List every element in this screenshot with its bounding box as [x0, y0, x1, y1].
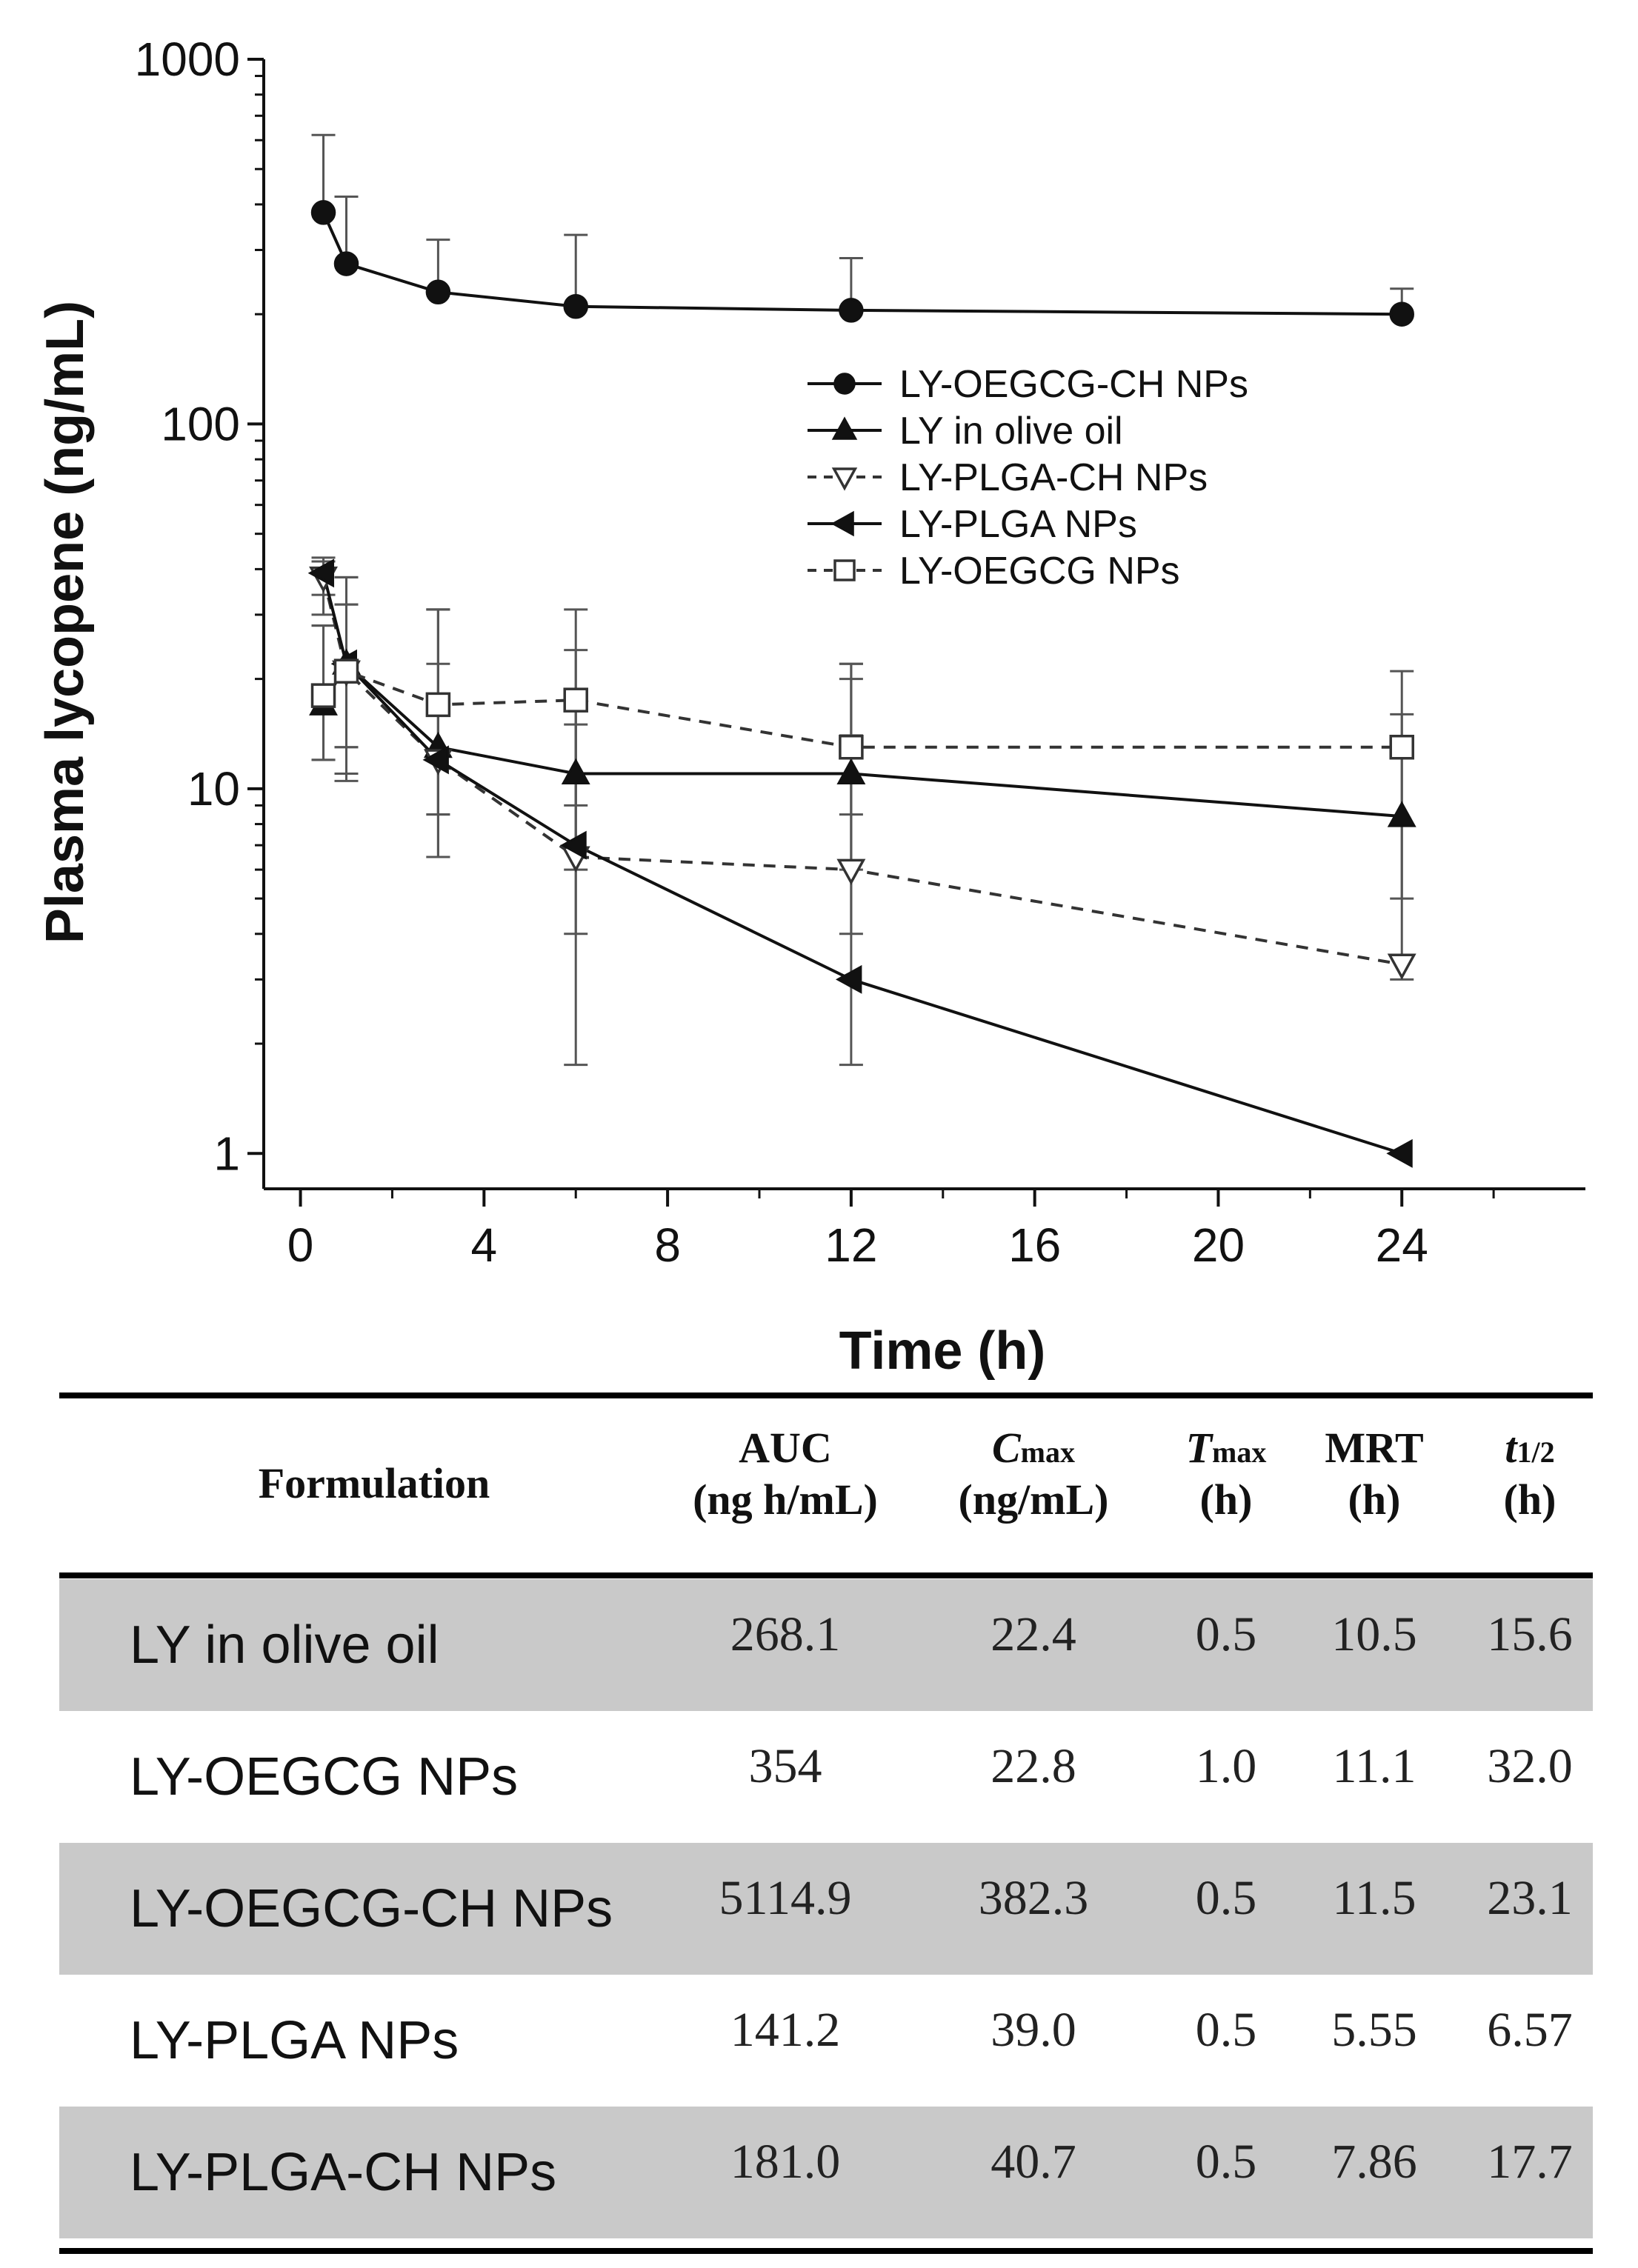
legend-label-ly-plga-ch-nps: LY-PLGA-CH NPs	[899, 456, 1208, 499]
table-row: LY-PLGA-CH NPs 181.0 40.7 0.5 7.86 17.7	[59, 2107, 1593, 2238]
tmax-value: 0.5	[1195, 2135, 1257, 2189]
data-point-ly-in-olive-oil	[836, 758, 866, 784]
mrt-value: 11.5	[1332, 1871, 1416, 1925]
auc-value: 268.1	[730, 1607, 841, 1661]
mrt-value: 11.1	[1332, 1739, 1416, 1793]
mrt-value: 5.55	[1331, 2003, 1417, 2057]
thalf-value: 32.0	[1487, 1739, 1573, 1793]
formulation-name: LY in olive oil	[130, 1615, 439, 1675]
table-header-rule	[59, 1572, 1593, 1578]
legend-marker-ly-oegcg-nps	[833, 559, 856, 581]
header-thalf: t1/2 (h)	[1503, 1424, 1557, 1524]
thalf-value: 6.57	[1487, 2003, 1573, 2057]
table-bottom-rule	[59, 2248, 1593, 2254]
tmax-value: 1.0	[1195, 1739, 1257, 1793]
y-tick-label: 1000	[135, 33, 240, 86]
data-point-ly-oegcg-ch-nps	[310, 200, 336, 225]
x-tick-label: 12	[825, 1218, 877, 1272]
thalf-value: 23.1	[1487, 1871, 1573, 1925]
cmax-value: 22.8	[991, 1739, 1076, 1793]
data-point-ly-oegcg-nps	[310, 683, 336, 708]
header-mrt: MRT (h)	[1325, 1424, 1424, 1524]
formulation-name: LY-PLGA NPs	[130, 2011, 459, 2070]
x-tick-label: 8	[654, 1218, 681, 1272]
data-point-ly-oegcg-nps	[563, 687, 588, 713]
legend-marker-ly-in-olive-oil	[831, 416, 858, 440]
x-axis-title: Time (h)	[839, 1321, 1046, 1381]
data-point-ly-oegcg-ch-nps	[333, 251, 359, 276]
header-auc: AUC (ng h/mL)	[693, 1424, 878, 1524]
header-cmax: Cmax (ng/mL)	[958, 1424, 1109, 1524]
table-row: LY-OEGCG NPs 354 22.8 1.0 11.1 32.0	[59, 1711, 1593, 1843]
header-formulation: Formulation	[258, 1459, 490, 1507]
x-tick-label: 20	[1192, 1218, 1245, 1272]
data-point-ly-oegcg-ch-nps	[563, 294, 588, 319]
x-tick-label: 16	[1008, 1218, 1061, 1272]
header-tmax: Tmax (h)	[1185, 1424, 1267, 1524]
table-row: LY-PLGA NPs 141.2 39.0 0.5 5.55 6.57	[59, 1975, 1593, 2107]
data-point-ly-plga-nps	[1386, 1138, 1413, 1168]
table-top-rule	[59, 1393, 1593, 1398]
legend-label-ly-in-olive-oil: LY in olive oil	[899, 410, 1123, 453]
data-point-ly-oegcg-nps	[1389, 734, 1414, 760]
y-axis-title: Plasma lycopene (ng/mL)	[36, 301, 95, 944]
formulation-name: LY-PLGA-CH NPs	[130, 2143, 557, 2202]
data-point-ly-plga-nps	[307, 558, 335, 588]
legend-label-ly-oegcg-ch-nps: LY-OEGCG-CH NPs	[899, 363, 1248, 406]
pk-chart: 1 10 100 1000 0 4 8 12 16 20 24 LY-OEGCG-CH NPsLY …	[36, 33, 1585, 1381]
mrt-value: 10.5	[1331, 1607, 1417, 1661]
series-line-ly-plga-nps	[322, 573, 1402, 1155]
table-row: LY-OEGCG-CH NPs 5114.9 382.3 0.5 11.5 23…	[59, 1843, 1593, 1975]
data-point-ly-in-olive-oil	[561, 758, 590, 784]
legend-label-ly-plga-nps: LY-PLGA NPs	[899, 503, 1137, 546]
auc-value: 5114.9	[719, 1871, 852, 1925]
y-tick-label: 100	[161, 397, 240, 450]
thalf-value: 17.7	[1487, 2135, 1573, 2189]
thalf-value: 15.6	[1487, 1607, 1573, 1661]
data-point-ly-plga-ch-nps	[1387, 953, 1416, 980]
auc-value: 354	[748, 1739, 822, 1793]
x-tick-label: 24	[1376, 1218, 1428, 1272]
data-point-ly-oegcg-nps	[333, 658, 359, 684]
data-point-ly-plga-nps	[836, 964, 862, 994]
table-row: LY in olive oil 268.1 22.4 0.5 10.5 15.6	[59, 1579, 1593, 1711]
x-tick-label: 0	[287, 1218, 314, 1272]
tmax-value: 0.5	[1195, 1871, 1257, 1925]
legend-marker-ly-oegcg-ch-nps	[833, 373, 856, 395]
cmax-value: 39.0	[991, 2003, 1076, 2057]
data-point-ly-plga-nps	[422, 745, 449, 775]
data-point-ly-plga-ch-nps	[836, 858, 866, 885]
cmax-value: 22.4	[991, 1607, 1076, 1661]
formulation-name: LY-OEGCG-CH NPs	[130, 1879, 613, 1938]
cmax-value: 40.7	[991, 2135, 1076, 2189]
auc-value: 141.2	[730, 2003, 841, 2057]
data-point-ly-oegcg-ch-nps	[425, 279, 451, 305]
chart-axes: 1 10 100 1000 0 4 8 12 16 20 24	[135, 33, 1585, 1272]
auc-value: 181.0	[730, 2135, 841, 2189]
cmax-value: 382.3	[978, 1871, 1089, 1925]
mrt-value: 7.86	[1331, 2135, 1417, 2189]
data-point-ly-oegcg-ch-nps	[1389, 301, 1414, 327]
legend-label-ly-oegcg-nps: LY-OEGCG NPs	[899, 550, 1180, 593]
series-lines	[322, 212, 1402, 1155]
series-line-ly-oegcg-ch-nps	[322, 212, 1402, 316]
legend-marker-ly-plga-ch-nps	[831, 467, 858, 491]
y-tick-label: 1	[213, 1127, 240, 1180]
data-point-ly-in-olive-oil	[1387, 801, 1416, 827]
series-line-ly-plga-ch-nps	[322, 576, 1402, 966]
data-point-ly-oegcg-ch-nps	[839, 298, 864, 323]
tmax-value: 0.5	[1195, 1607, 1257, 1661]
error-bars	[311, 133, 1414, 1067]
data-point-ly-oegcg-nps	[839, 734, 864, 760]
tmax-value: 0.5	[1195, 2003, 1257, 2057]
data-point-ly-oegcg-nps	[425, 692, 451, 718]
data-point-ly-plga-nps	[560, 830, 587, 860]
legend-marker-ly-plga-nps	[830, 510, 854, 537]
x-tick-label: 4	[471, 1218, 498, 1272]
series-markers	[307, 200, 1416, 1168]
formulation-name: LY-OEGCG NPs	[130, 1747, 519, 1807]
y-tick-label: 10	[187, 762, 240, 816]
